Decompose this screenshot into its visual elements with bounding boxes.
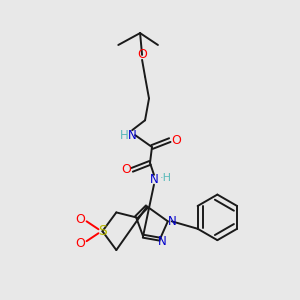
Text: O: O — [76, 213, 85, 226]
Text: H: H — [120, 129, 129, 142]
Text: N: N — [150, 173, 158, 186]
Text: O: O — [76, 237, 85, 250]
Text: N: N — [158, 235, 166, 248]
Text: ·H: ·H — [160, 173, 172, 183]
Text: O: O — [137, 48, 147, 62]
Text: O: O — [171, 134, 181, 147]
Text: O: O — [121, 163, 131, 176]
Text: N: N — [128, 129, 136, 142]
Text: N: N — [167, 215, 176, 228]
Text: S: S — [98, 224, 107, 238]
